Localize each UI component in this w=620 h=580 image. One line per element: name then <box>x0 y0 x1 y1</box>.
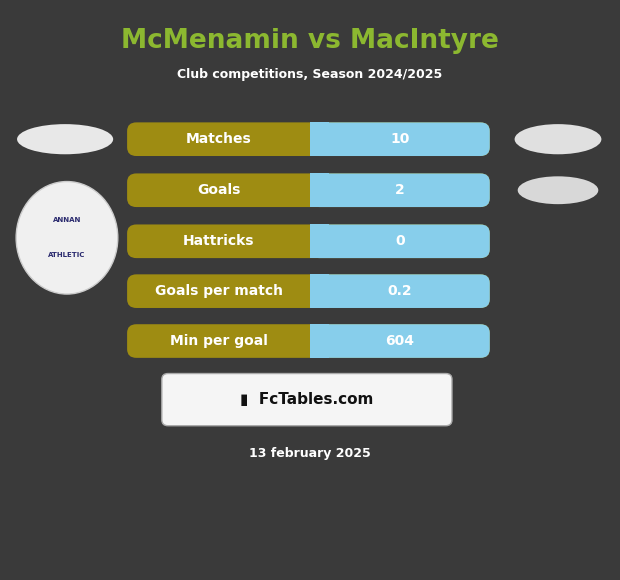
Text: ANNAN: ANNAN <box>53 218 81 223</box>
FancyBboxPatch shape <box>310 274 490 308</box>
Text: ▮  FcTables.com: ▮ FcTables.com <box>240 392 374 407</box>
FancyBboxPatch shape <box>127 274 490 308</box>
Text: 0.2: 0.2 <box>388 284 412 298</box>
Text: Club competitions, Season 2024/2025: Club competitions, Season 2024/2025 <box>177 68 443 81</box>
FancyBboxPatch shape <box>127 122 490 156</box>
FancyBboxPatch shape <box>127 324 490 358</box>
Text: ATHLETIC: ATHLETIC <box>48 252 86 258</box>
Text: McMenamin vs MacIntyre: McMenamin vs MacIntyre <box>121 28 499 53</box>
Ellipse shape <box>16 182 118 294</box>
FancyBboxPatch shape <box>162 374 452 426</box>
Text: Goals: Goals <box>197 183 240 197</box>
Text: Hattricks: Hattricks <box>183 234 254 248</box>
Text: 2: 2 <box>395 183 405 197</box>
FancyBboxPatch shape <box>310 274 329 308</box>
Text: 10: 10 <box>390 132 410 146</box>
Ellipse shape <box>17 124 113 154</box>
Text: 0: 0 <box>395 234 405 248</box>
FancyBboxPatch shape <box>310 173 490 207</box>
Ellipse shape <box>518 176 598 204</box>
FancyBboxPatch shape <box>127 173 490 207</box>
Text: 604: 604 <box>386 334 414 348</box>
FancyBboxPatch shape <box>310 173 329 207</box>
Text: Goals per match: Goals per match <box>154 284 283 298</box>
Text: Matches: Matches <box>185 132 252 146</box>
FancyBboxPatch shape <box>310 224 490 258</box>
FancyBboxPatch shape <box>310 224 329 258</box>
Text: Min per goal: Min per goal <box>170 334 267 348</box>
FancyBboxPatch shape <box>310 324 490 358</box>
FancyBboxPatch shape <box>310 122 329 156</box>
FancyBboxPatch shape <box>310 122 490 156</box>
FancyBboxPatch shape <box>127 224 490 258</box>
Ellipse shape <box>515 124 601 154</box>
FancyBboxPatch shape <box>310 324 329 358</box>
Text: 13 february 2025: 13 february 2025 <box>249 447 371 460</box>
